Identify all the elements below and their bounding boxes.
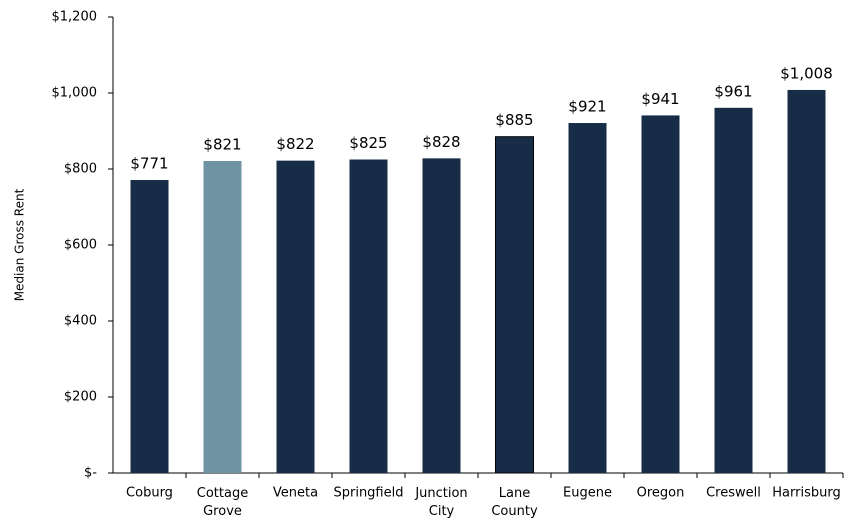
x-tick-label: Junction City — [414, 486, 467, 519]
y-tick-label: $800 — [64, 162, 97, 177]
value-label: $828 — [422, 133, 460, 151]
value-label: $961 — [714, 82, 752, 100]
y-tick-label: $- — [84, 466, 97, 481]
x-tick-label-line: Lane — [499, 486, 530, 501]
bar — [203, 161, 242, 473]
bar — [422, 158, 461, 474]
bar — [276, 160, 315, 473]
x-tick-label: Creswell — [706, 486, 761, 501]
value-label: $771 — [130, 155, 168, 173]
x-tick-label: Coburg — [126, 486, 173, 501]
x-tick-label: Harrisburg — [772, 486, 840, 501]
x-tick-label: Eugene — [563, 486, 612, 501]
y-tick-label: $400 — [64, 314, 97, 329]
value-label: $822 — [276, 135, 314, 153]
value-label: $1,008 — [780, 64, 833, 82]
x-tick-label: Lane County — [491, 486, 538, 519]
value-label: $941 — [641, 90, 679, 108]
x-tick-label-line: Junction — [414, 486, 467, 501]
bar — [130, 180, 169, 473]
bar — [787, 89, 826, 474]
x-tick-label-line: City — [429, 504, 455, 519]
value-label: $825 — [349, 134, 387, 152]
bar — [714, 107, 753, 473]
x-tick-label-line: Cottage — [197, 486, 248, 501]
x-tick-label-line: County — [491, 504, 538, 519]
bar — [495, 136, 534, 474]
x-tick-label: Veneta — [273, 486, 318, 501]
y-tick-label: $1,000 — [52, 86, 98, 101]
value-label: $921 — [568, 98, 606, 116]
value-label: $885 — [495, 111, 533, 129]
x-tick-label-line: Grove — [203, 504, 242, 519]
value-label: $821 — [203, 136, 241, 154]
y-axis-label: Median Gross Rent — [13, 188, 27, 301]
y-tick-label: $200 — [64, 390, 97, 405]
bar — [641, 115, 680, 474]
y-tick-label: $600 — [64, 238, 97, 253]
x-tick-label: Cottage Grove — [197, 486, 248, 519]
bar — [349, 159, 388, 473]
x-tick-label: Springfield — [333, 486, 403, 501]
y-tick-label: $1,200 — [52, 10, 98, 25]
bar — [568, 123, 607, 474]
x-tick-label: Oregon — [637, 486, 685, 501]
